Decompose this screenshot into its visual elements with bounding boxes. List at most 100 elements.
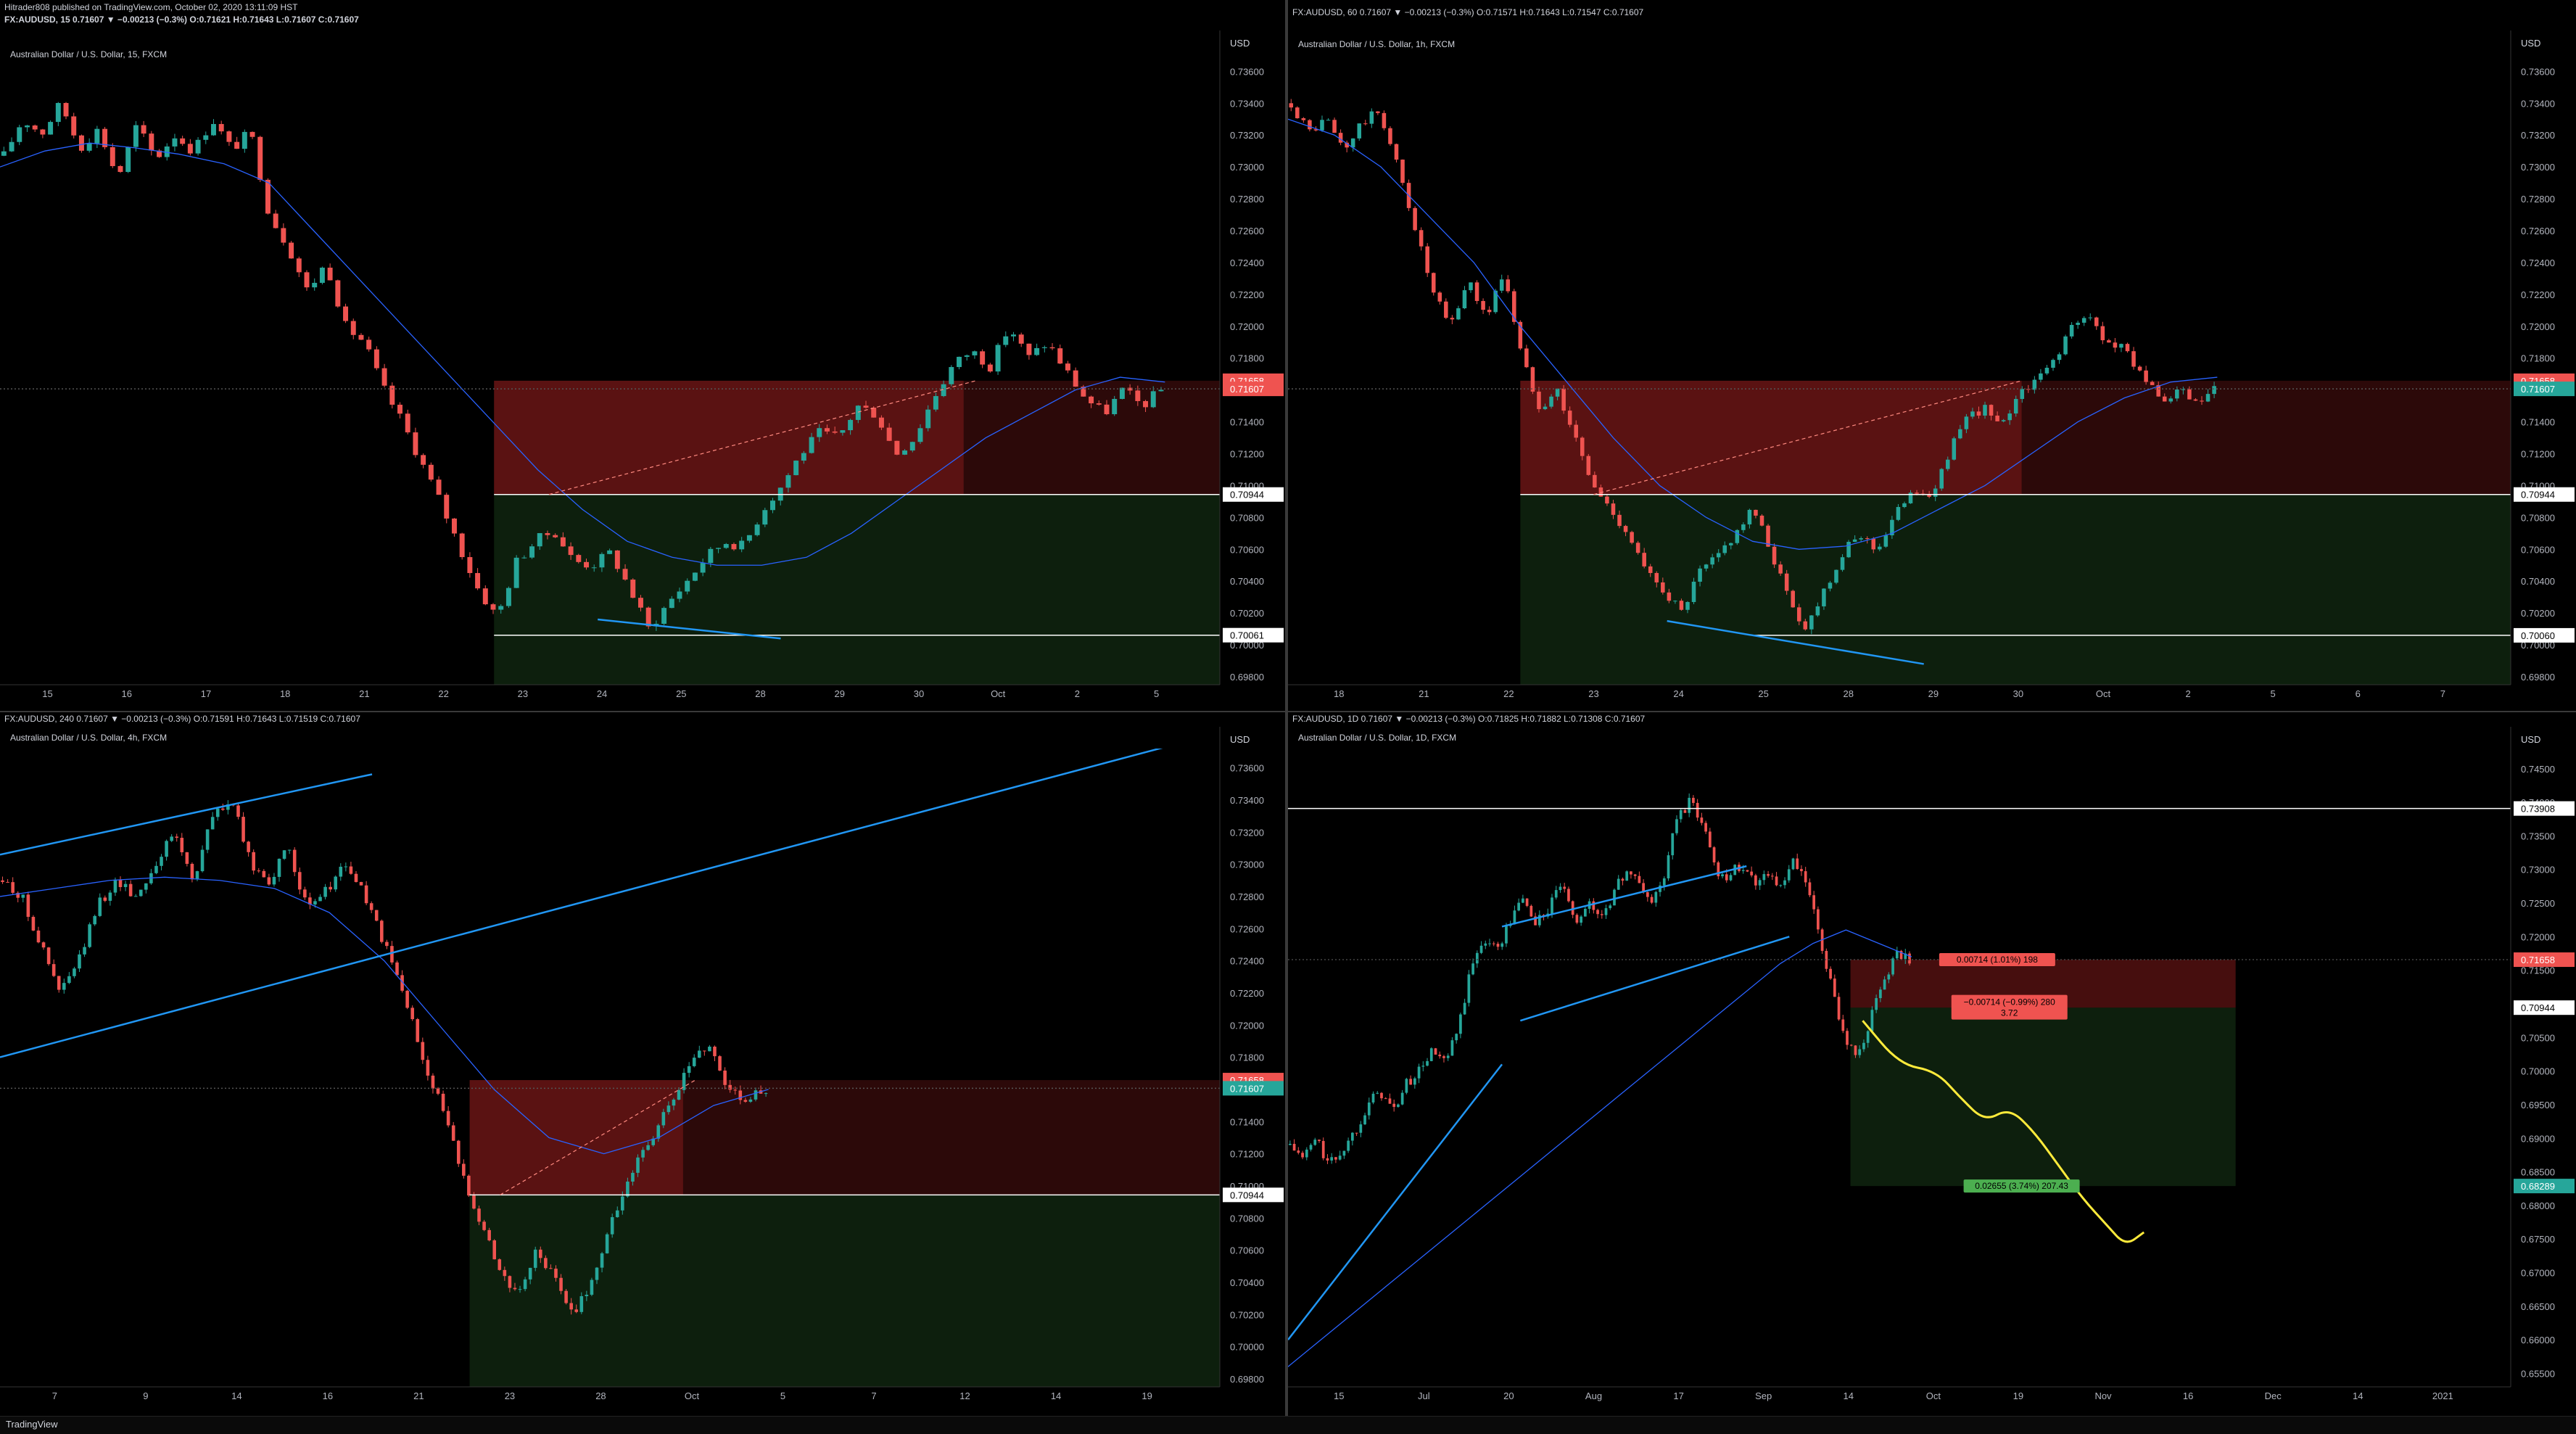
candle-body	[809, 437, 814, 453]
candle-body	[444, 495, 450, 519]
candle-body	[26, 894, 30, 918]
candle-body	[1369, 111, 1374, 124]
candle-body	[1308, 120, 1312, 130]
tradingview-brand: TradingView	[6, 1419, 58, 1430]
candle-body	[319, 268, 325, 283]
candle-body	[86, 143, 92, 151]
publish-header: Hitrader808 published on TradingView.com…	[4, 1, 359, 26]
candle-body	[1456, 308, 1461, 320]
candle-body	[1812, 895, 1816, 910]
price-tick-label: 0.69800	[1230, 672, 1264, 683]
candle-body	[40, 129, 46, 135]
candle-body	[545, 533, 550, 535]
candle-body	[51, 964, 56, 976]
candle-body	[1721, 874, 1724, 877]
candle-body	[1879, 989, 1882, 999]
candle-body	[236, 805, 240, 817]
candle-body	[669, 598, 674, 609]
footer-bar: TradingView	[0, 1416, 2576, 1434]
candle-body	[1878, 546, 1882, 550]
candle-body	[203, 135, 209, 140]
candle-body	[1849, 1044, 1853, 1046]
price-tick-label: 0.67000	[2521, 1268, 2555, 1279]
price-tick-label: 0.73600	[1230, 66, 1264, 77]
currency-label: USD	[1230, 734, 1250, 745]
candle-body	[576, 555, 582, 562]
candle-body	[1530, 905, 1533, 917]
plot-area	[1288, 793, 2511, 1367]
price-tick-label: 0.70400	[1230, 1277, 1264, 1288]
price-marker-label: 0.71607	[2521, 384, 2555, 395]
candle-body	[1887, 974, 1891, 980]
candle-body	[1708, 831, 1712, 848]
chart-panel-4h[interactable]: USD 0.73600 0.73400 0.73200 0.73000 0.72800 0.…	[0, 711, 1285, 1416]
candle-body	[1135, 390, 1141, 401]
time-tick-label: 14	[231, 1390, 242, 1401]
chart-panel-15m[interactable]: USD 0.73600 0.73400 0.73200 0.73000 0.72800 0.…	[0, 29, 1285, 714]
chart-symbol-name: Australian Dollar / U.S. Dollar, 1h, FXC…	[1298, 39, 1456, 49]
candle-body	[1712, 847, 1716, 862]
candle-body	[1654, 572, 1659, 582]
position-info-text: −0.00714 (−0.99%) 280	[1964, 997, 2055, 1007]
candle-body	[1355, 1132, 1358, 1134]
candle-body	[1342, 1150, 1346, 1156]
price-marker	[1223, 627, 1284, 643]
candle-body	[1617, 514, 1622, 527]
candle-body	[1834, 569, 1838, 583]
candle-body	[1710, 557, 1714, 565]
candle-body	[1405, 1079, 1408, 1093]
chart-panel-1d[interactable]: 0.00714 (1.01%) 198 −0.00714 (−0.99%) 280…	[1288, 711, 2576, 1416]
publish-info: Hitrader808 published on TradingView.com…	[4, 2, 298, 12]
candle-body	[1809, 615, 1814, 630]
candle-body	[1561, 388, 1566, 411]
candle-body	[308, 897, 312, 905]
candle-body	[467, 1175, 471, 1196]
candle-body	[482, 588, 488, 605]
time-tick-label: 2021	[2432, 1390, 2453, 1401]
candle-body	[1475, 952, 1479, 964]
candle-body	[373, 349, 379, 368]
chart-canvas: 0.00714 (1.01%) 198 −0.00714 (−0.99%) 280…	[1288, 727, 2575, 1401]
price-tick-label: 0.70200	[1230, 608, 1264, 619]
candle-body	[1580, 437, 1585, 456]
candle-body	[117, 165, 123, 173]
candle-body	[17, 127, 22, 142]
chart-symbol-name: Australian Dollar / U.S. Dollar, 4h, FXC…	[10, 733, 168, 743]
price-tick-label: 0.70000	[1230, 1342, 1264, 1353]
candle-body	[1367, 1102, 1371, 1116]
candle-body	[1933, 488, 1938, 497]
candle-body	[1338, 133, 1343, 143]
candle-body	[1437, 292, 1442, 302]
candle-body	[1388, 1098, 1392, 1104]
candle-body	[1459, 1014, 1462, 1034]
candle-body	[1983, 405, 1987, 416]
candle-body	[1671, 833, 1675, 856]
horizontal-divider[interactable]	[0, 711, 2576, 712]
candle-body	[2144, 370, 2148, 382]
candle-body	[703, 1050, 706, 1052]
candle-body	[909, 442, 915, 451]
chart-panel-1h[interactable]: USD 0.73600 0.73400 0.73200 0.73000 0.72800 0.…	[1288, 4, 2576, 714]
candle-body	[180, 138, 186, 144]
stop-loss-zone-ext	[682, 1080, 1220, 1195]
candle-body	[544, 1258, 548, 1269]
candle-body	[1104, 404, 1110, 415]
time-tick-label: Sep	[1755, 1390, 1772, 1401]
candle-body	[249, 131, 255, 137]
price-tick-label: 0.72400	[1230, 257, 1264, 268]
candle-body	[405, 990, 409, 1008]
tradingview-logo[interactable]: TradingView	[6, 1419, 58, 1430]
candle-body	[343, 306, 349, 321]
candle-body	[1605, 496, 1609, 504]
candle-body	[1840, 557, 1845, 570]
price-tick-label: 0.67500	[2521, 1234, 2555, 1245]
vertical-divider[interactable]	[1285, 0, 1288, 1416]
candle-body	[1958, 429, 1962, 439]
candle-body	[1747, 509, 1752, 524]
candle-body	[1446, 1055, 1450, 1058]
price-marker	[1223, 1187, 1284, 1203]
candle-body	[1330, 1157, 1334, 1161]
candle-body	[1, 880, 4, 882]
candle-body	[157, 150, 162, 157]
candle-body	[1522, 898, 1524, 903]
